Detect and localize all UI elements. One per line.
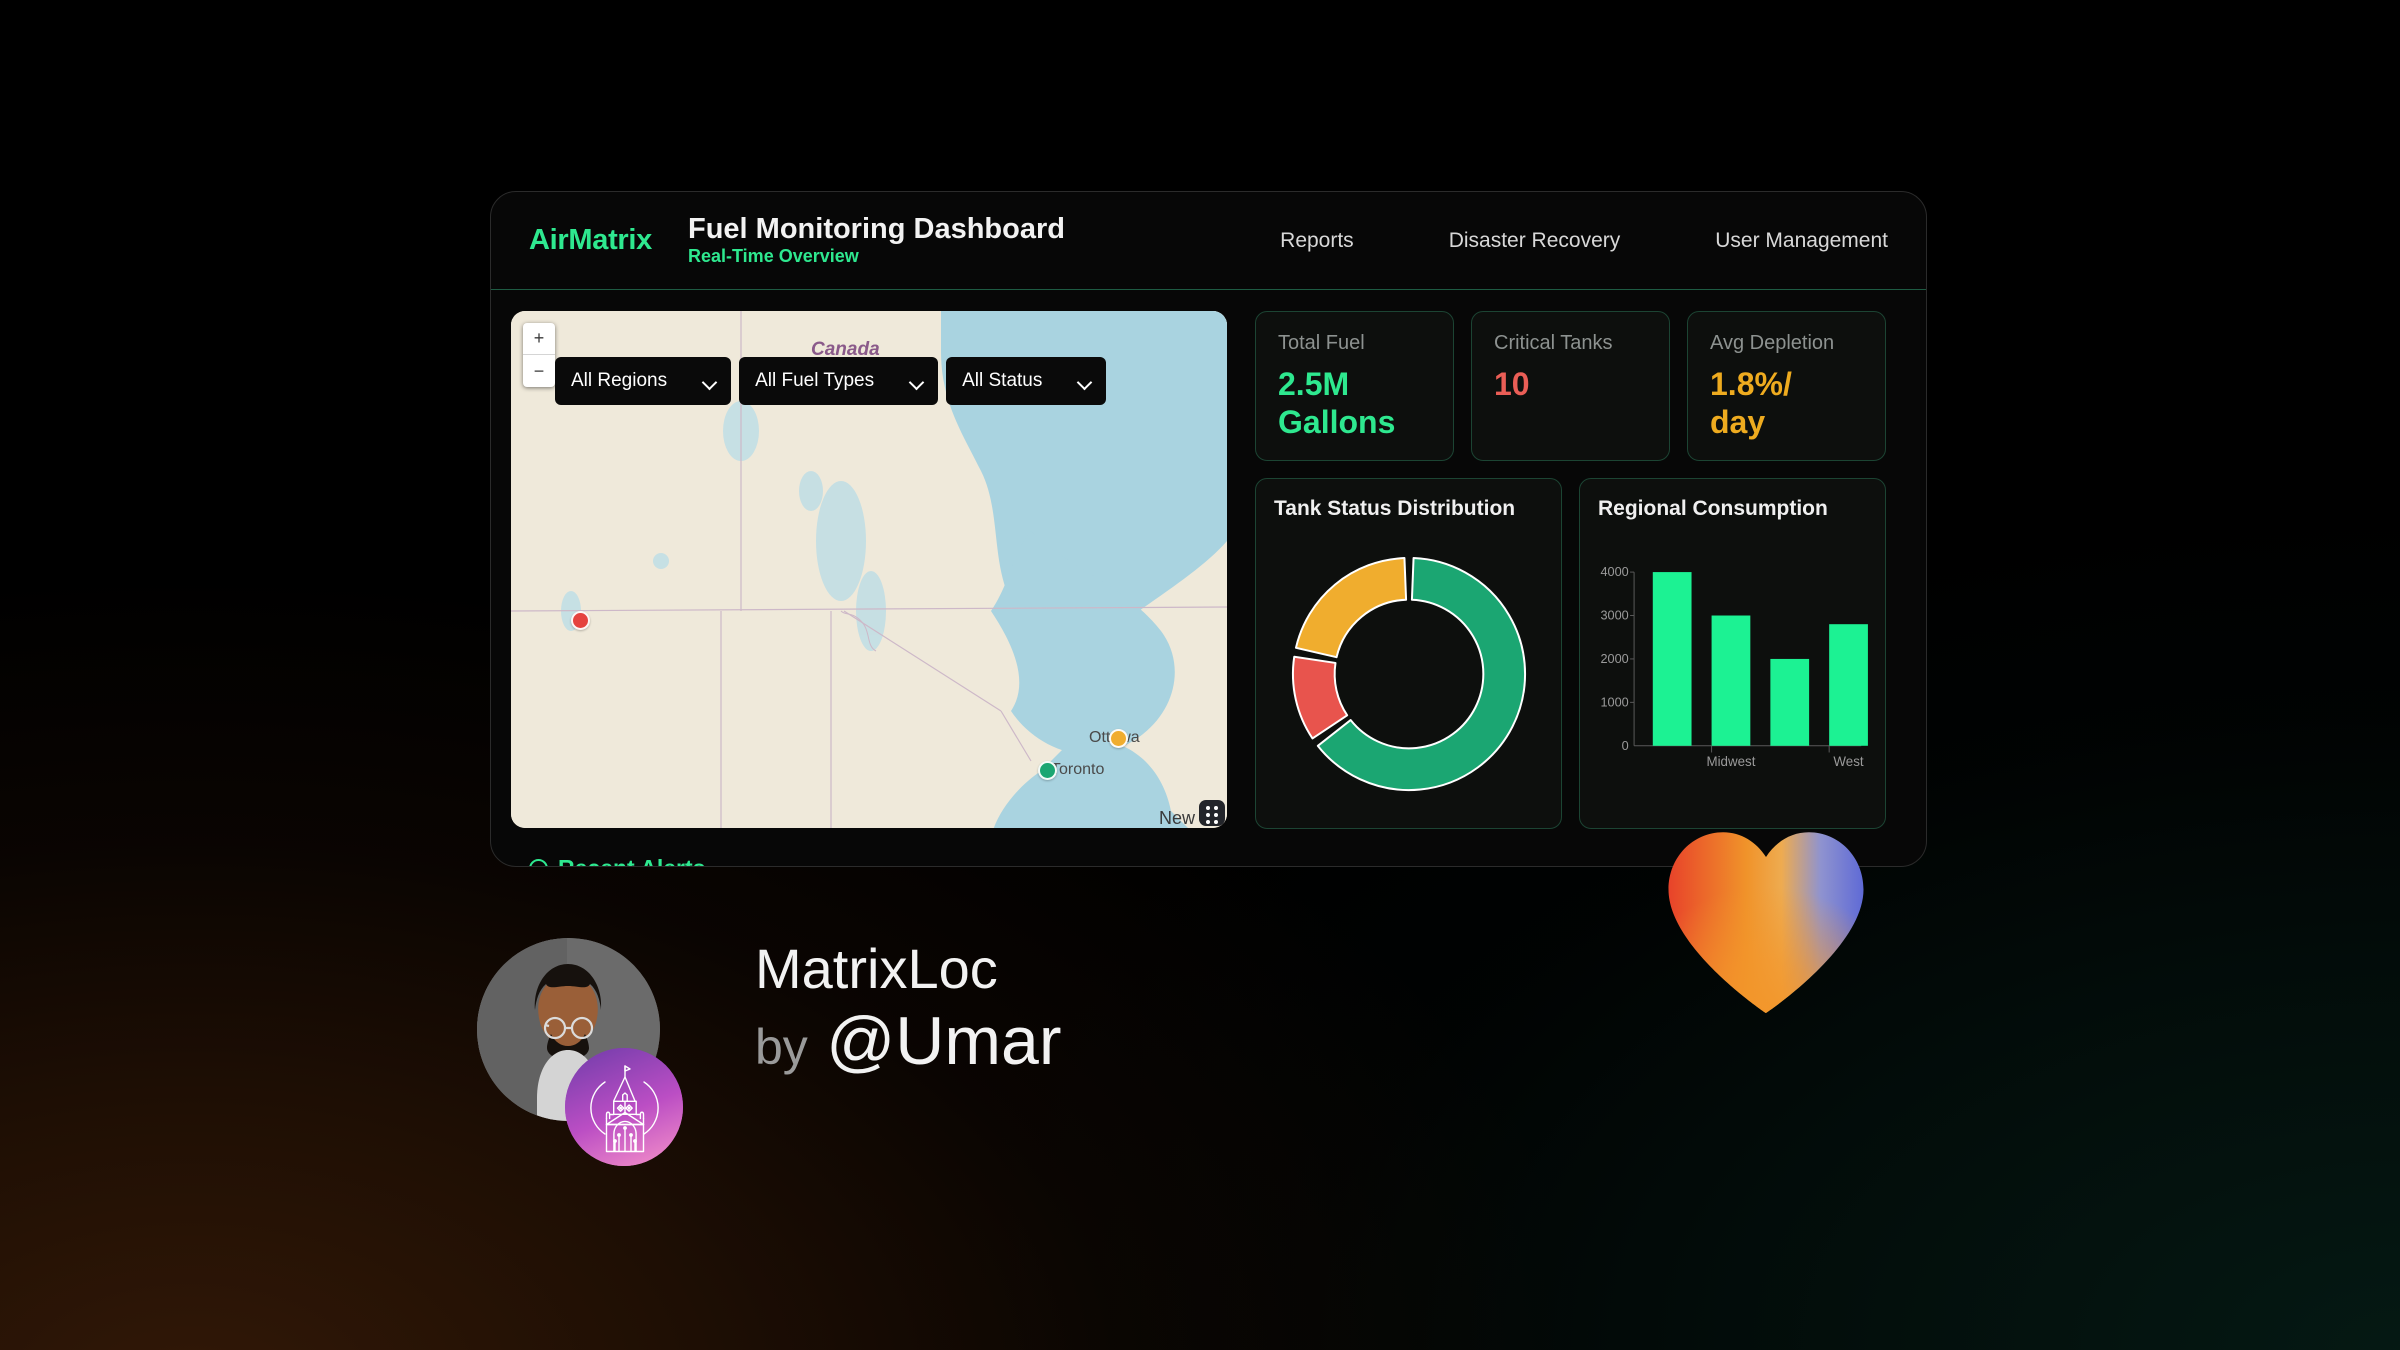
svg-text:1000: 1000 xyxy=(1601,695,1629,709)
svg-text:Midwest: Midwest xyxy=(1706,754,1755,769)
svg-text:0: 0 xyxy=(1622,739,1629,753)
svg-text:3000: 3000 xyxy=(1601,609,1629,623)
svg-text:4000: 4000 xyxy=(1601,565,1629,579)
svg-text:2000: 2000 xyxy=(1601,652,1629,666)
svg-text:West: West xyxy=(1833,754,1863,769)
